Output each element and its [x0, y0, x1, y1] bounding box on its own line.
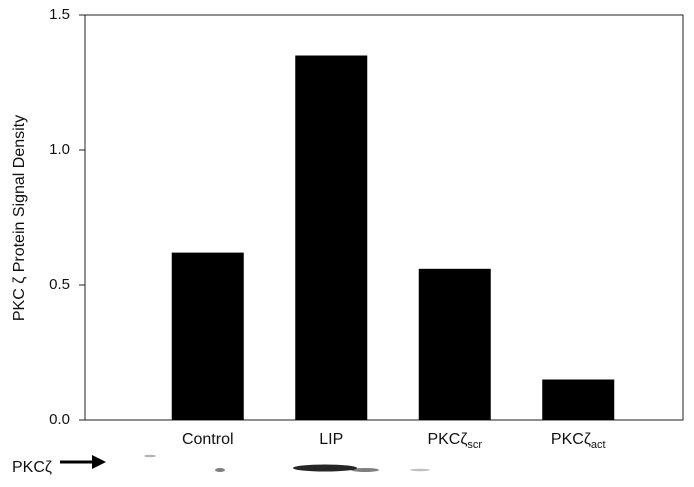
x-tick-label: PKCζscr	[427, 431, 482, 451]
blot-bands	[144, 454, 430, 472]
bar	[418, 268, 491, 420]
category-subscript: act	[591, 439, 606, 451]
category-name: Control	[182, 431, 234, 448]
blot-arrow	[60, 455, 106, 469]
category-name: PKCζ	[427, 431, 467, 448]
category-name: LIP	[319, 431, 343, 448]
plot-frame	[84, 14, 684, 421]
y-axis-label: PKC ζ Protein Signal Density	[11, 115, 28, 321]
x-tick-label: LIP	[319, 431, 343, 448]
x-tick-label: PKCζact	[551, 431, 606, 451]
blot-label: PKCζ	[12, 459, 52, 476]
y-tick-label: 0.5	[49, 276, 70, 293]
category-subscript: scr	[467, 439, 482, 451]
x-tick-label: Control	[182, 431, 234, 448]
bar	[171, 252, 244, 420]
y-tick-label: 1.5	[49, 6, 70, 23]
bar	[542, 379, 615, 420]
bar	[295, 55, 368, 420]
y-tick-label: 1.0	[49, 141, 70, 158]
category-name: PKCζ	[551, 431, 591, 448]
y-tick-label: 0.0	[49, 411, 70, 428]
